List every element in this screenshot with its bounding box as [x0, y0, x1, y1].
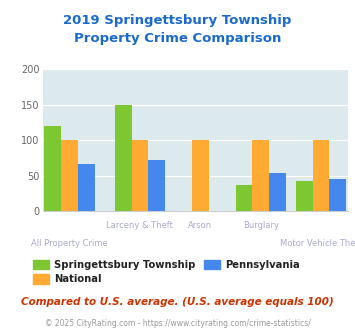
Text: Larceny & Theft: Larceny & Theft	[106, 221, 173, 230]
Bar	[78, 164, 94, 211]
Text: © 2025 CityRating.com - https://www.cityrating.com/crime-statistics/: © 2025 CityRating.com - https://www.city…	[45, 318, 310, 328]
Bar	[235, 185, 252, 211]
Bar	[44, 126, 61, 211]
Bar	[148, 160, 165, 211]
Text: Arson: Arson	[188, 221, 212, 230]
Bar	[61, 140, 78, 211]
Bar	[115, 105, 131, 211]
Bar	[269, 173, 286, 211]
Text: Motor Vehicle Theft: Motor Vehicle Theft	[280, 239, 355, 248]
Bar	[296, 182, 313, 211]
Bar	[329, 179, 346, 211]
Bar	[131, 140, 148, 211]
Text: All Property Crime: All Property Crime	[31, 239, 108, 248]
Bar	[313, 140, 329, 211]
Text: Compared to U.S. average. (U.S. average equals 100): Compared to U.S. average. (U.S. average …	[21, 297, 334, 307]
Bar	[192, 140, 209, 211]
Text: Burglary: Burglary	[243, 221, 279, 230]
Bar	[252, 140, 269, 211]
Text: 2019 Springettsbury Township
Property Crime Comparison: 2019 Springettsbury Township Property Cr…	[63, 14, 292, 45]
Legend: Springettsbury Township, National, Pennsylvania: Springettsbury Township, National, Penns…	[29, 256, 304, 288]
